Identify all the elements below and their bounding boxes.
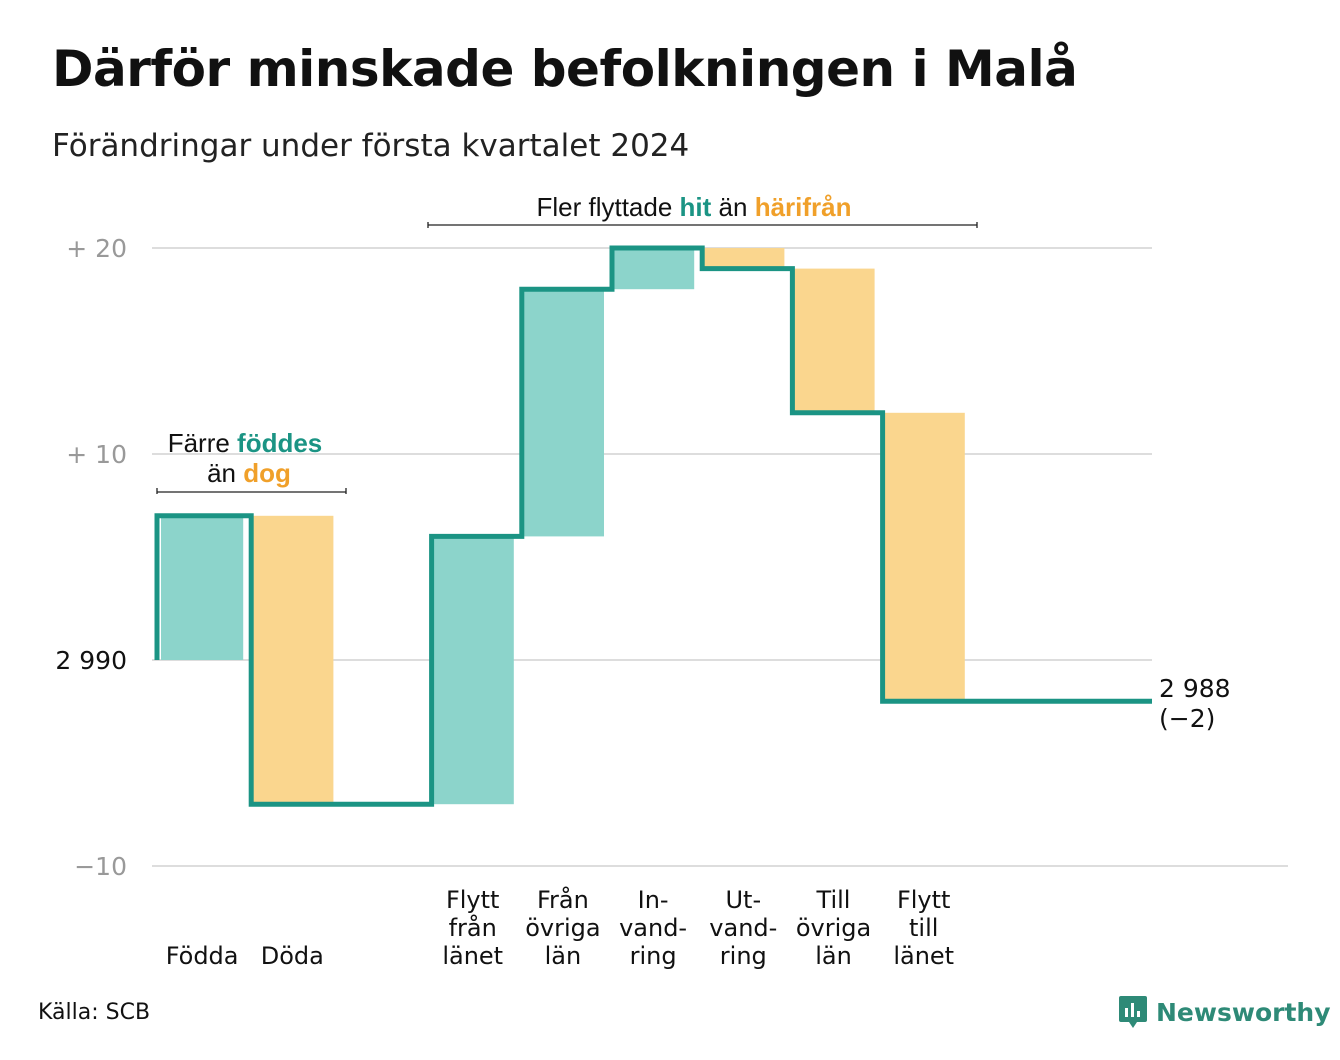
bar-increase bbox=[161, 515, 244, 660]
y-tick-label: 2 990 bbox=[55, 646, 127, 675]
y-tick-label: −10 bbox=[74, 852, 127, 881]
migration-annotation-mid: än bbox=[711, 192, 754, 222]
x-axis-label: län bbox=[815, 942, 852, 970]
y-tick-label: + 10 bbox=[66, 440, 127, 469]
x-axis-label: ring bbox=[720, 942, 767, 970]
y-tick-label: + 20 bbox=[66, 234, 127, 263]
x-axis-label: Till bbox=[816, 886, 851, 914]
bar-decrease bbox=[882, 412, 965, 702]
running-total-line bbox=[154, 245, 1152, 807]
migration-annotation-bracket bbox=[427, 222, 978, 228]
migration-annotation: Fler flyttade hit än härifrån bbox=[536, 192, 851, 222]
x-axis-label: vand- bbox=[709, 914, 777, 942]
source-note: Källa: SCB bbox=[38, 1000, 151, 1025]
end-value-label: 2 988 bbox=[1159, 674, 1231, 703]
x-axis-label: Från bbox=[537, 885, 589, 914]
birth-annotation-highlight: föddes bbox=[237, 428, 322, 458]
x-axis-label: In- bbox=[638, 886, 669, 914]
x-axis-label: länet bbox=[442, 942, 503, 970]
brand-logo: Newsworthy bbox=[1118, 994, 1331, 1030]
x-axis-label: Flytt bbox=[897, 886, 951, 914]
x-axis-label: vand- bbox=[619, 914, 687, 942]
x-axis-label: övriga bbox=[525, 914, 600, 942]
x-axis-label: länet bbox=[893, 942, 954, 970]
bar-increase bbox=[612, 248, 695, 290]
brand-name: Newsworthy bbox=[1156, 997, 1331, 1027]
end-change-label: (−2) bbox=[1159, 704, 1215, 733]
x-axis-label: ring bbox=[630, 942, 677, 970]
page-subtitle: Förändringar under första kvartalet 2024 bbox=[52, 128, 690, 164]
x-axis-label: övriga bbox=[796, 914, 871, 942]
birth-annotation-line1: Färre föddes bbox=[168, 428, 323, 458]
x-axis-label: Ut- bbox=[725, 886, 761, 914]
x-axis-label: Flytt bbox=[446, 886, 500, 914]
birth-annotation-prefix2: än bbox=[207, 458, 243, 488]
x-axis-label: Döda bbox=[261, 942, 324, 970]
x-axis-label: Födda bbox=[166, 942, 239, 970]
bar-decrease bbox=[702, 248, 785, 269]
page-title: Därför minskade befolkningen i Malå bbox=[52, 40, 1078, 98]
bar-decrease bbox=[251, 515, 334, 805]
migration-annotation-hit: hit bbox=[680, 192, 712, 222]
x-axis-label: län bbox=[545, 942, 582, 970]
migration-annotation-prefix: Fler flyttade bbox=[536, 192, 679, 222]
newsworthy-icon bbox=[1119, 996, 1147, 1028]
bar-increase bbox=[521, 289, 604, 537]
birth-annotation-highlight2: dog bbox=[243, 458, 291, 488]
birth-annotation-line2: än dog bbox=[207, 458, 291, 488]
birth-annotation-prefix: Färre bbox=[168, 428, 237, 458]
x-axis-label: från bbox=[449, 913, 497, 942]
bar-increase bbox=[431, 536, 514, 805]
bar-decrease bbox=[792, 268, 875, 413]
birth-annotation-bracket bbox=[156, 488, 347, 494]
migration-annotation-harifran: härifrån bbox=[755, 192, 852, 222]
x-axis-label: till bbox=[909, 914, 938, 942]
